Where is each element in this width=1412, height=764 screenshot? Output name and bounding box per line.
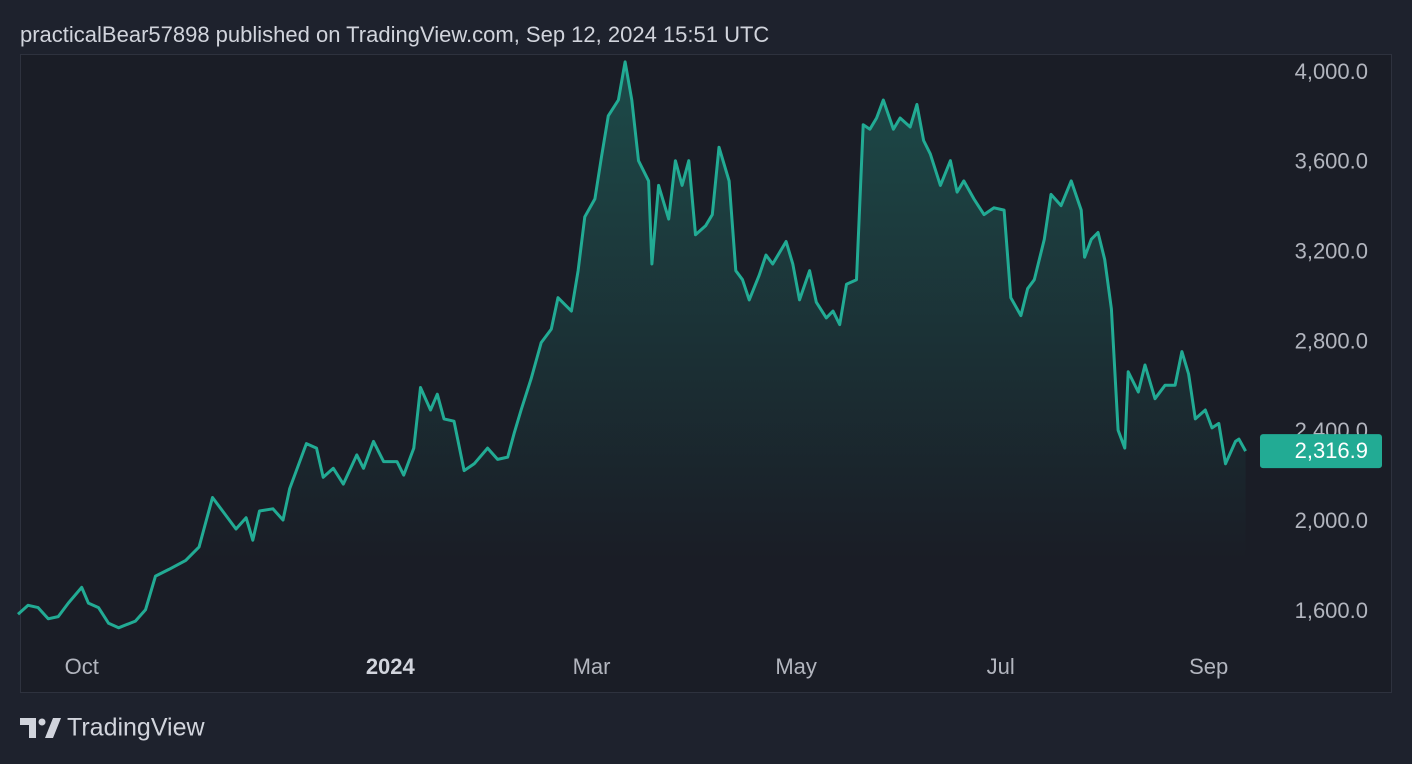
chart-title: practicalBear57898 published on TradingV… (20, 22, 769, 47)
attribution: TradingView (67, 714, 206, 742)
logo (20, 718, 61, 738)
y-tick-label: 3,600.0 (1295, 149, 1368, 174)
x-tick-label: Mar (573, 654, 611, 679)
plot-area: 1,600.02,000.02,400.02,800.03,200.03,600… (17, 59, 1382, 679)
price-line (17, 60, 1247, 630)
x-tick-label: May (775, 654, 817, 679)
x-tick-label: Sep (1189, 654, 1228, 679)
y-tick-label: 1,600.0 (1295, 598, 1368, 623)
y-tick-label: 4,000.0 (1295, 59, 1368, 84)
x-tick-label: Jul (987, 654, 1015, 679)
last-price-label: 2,316.9 (1295, 438, 1368, 463)
y-tick-label: 2,000.0 (1295, 508, 1368, 533)
last-price-badge (1260, 434, 1382, 469)
y-tick-label: 2,800.0 (1295, 328, 1368, 353)
logo-slash (45, 718, 61, 738)
y-tick-label: 3,200.0 (1295, 239, 1368, 264)
logo-mark (20, 718, 36, 738)
x-tick-label: Oct (65, 654, 99, 679)
x-tick-label: 2024 (366, 654, 416, 679)
area-fill (18, 61, 1246, 648)
logo-dot (38, 718, 46, 726)
